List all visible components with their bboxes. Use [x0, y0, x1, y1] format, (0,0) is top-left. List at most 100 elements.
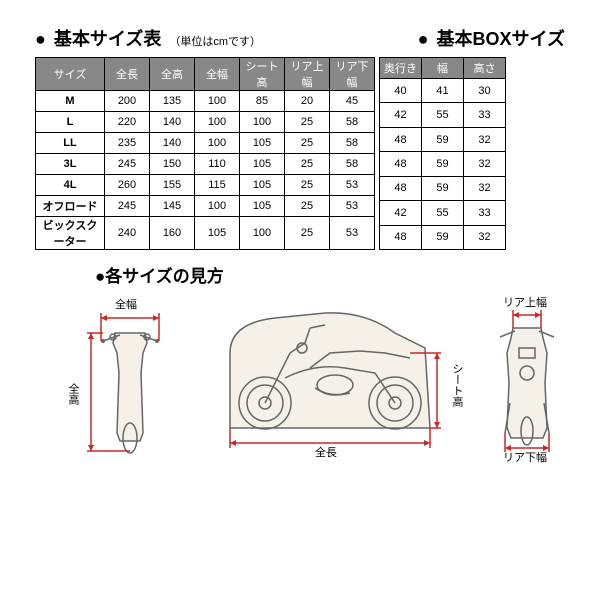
table-row: 3L2451501101052558 — [36, 154, 375, 175]
table-cell: 33 — [464, 201, 506, 225]
table-row: 404130 — [380, 79, 506, 103]
size-table: サイズ全長全高全幅シート高リア上幅リア下幅 M200135100852045L2… — [35, 57, 375, 250]
zenpuku-label: 全幅 — [115, 296, 137, 312]
unit-label: （単位はcmです） — [169, 33, 261, 49]
rear-view-diagram: リア上幅 リア下幅 — [485, 293, 570, 458]
table-cell: 59 — [422, 152, 464, 176]
table-cell: 260 — [105, 175, 150, 196]
table-cell: 140 — [150, 112, 195, 133]
table-row: 485932 — [380, 127, 506, 151]
table-cell: 53 — [330, 175, 375, 196]
table-cell: 100 — [195, 133, 240, 154]
table-cell: 105 — [240, 196, 285, 217]
table-cell: 20 — [285, 91, 330, 112]
table-cell: 32 — [464, 127, 506, 151]
table-header: サイズ — [36, 58, 105, 91]
table-cell: 100 — [240, 217, 285, 250]
bullet: ● — [35, 29, 46, 50]
table-cell: 200 — [105, 91, 150, 112]
table-cell: ビックスクーター — [36, 217, 105, 250]
table-cell: 25 — [285, 133, 330, 154]
table-cell: 25 — [285, 112, 330, 133]
table-row: M200135100852045 — [36, 91, 375, 112]
table-cell: 30 — [464, 79, 506, 103]
table-cell: 59 — [422, 127, 464, 151]
tables-container: サイズ全長全高全幅シート高リア上幅リア下幅 M200135100852045L2… — [35, 57, 565, 250]
table-cell: M — [36, 91, 105, 112]
table-cell: 25 — [285, 196, 330, 217]
table-cell: 240 — [105, 217, 150, 250]
table-cell: 85 — [240, 91, 285, 112]
table-cell: 115 — [195, 175, 240, 196]
seat-height-label: シート高 — [449, 363, 465, 407]
table-row: 485932 — [380, 152, 506, 176]
table-cell: 105 — [195, 217, 240, 250]
table-cell: 150 — [150, 154, 195, 175]
table-header: 高さ — [464, 58, 506, 79]
table-row: LL2351401001052558 — [36, 133, 375, 154]
table-cell: 110 — [195, 154, 240, 175]
table-cell: 33 — [464, 103, 506, 127]
table-cell: 55 — [422, 201, 464, 225]
side-view-diagram: 全長 シート高 — [215, 293, 445, 458]
table-cell: 100 — [240, 112, 285, 133]
bullet: ● — [418, 29, 429, 50]
diagrams-container: 全幅 全高 — [35, 293, 565, 458]
table-cell: 45 — [330, 91, 375, 112]
table-cell: 48 — [380, 127, 422, 151]
table-cell: 58 — [330, 112, 375, 133]
table-row: 4L2601551151052553 — [36, 175, 375, 196]
side-view-svg — [215, 293, 445, 458]
table-cell: 25 — [285, 217, 330, 250]
table-cell: 40 — [380, 79, 422, 103]
table-cell: 42 — [380, 103, 422, 127]
table-cell: 105 — [240, 175, 285, 196]
table-cell: 100 — [195, 112, 240, 133]
table-cell: L — [36, 112, 105, 133]
table-cell: 42 — [380, 201, 422, 225]
table-row: L2201401001002558 — [36, 112, 375, 133]
table-cell: 100 — [195, 91, 240, 112]
table-header: シート高 — [240, 58, 285, 91]
table-cell: 145 — [150, 196, 195, 217]
table-header: 全長 — [105, 58, 150, 91]
table-row: 485932 — [380, 176, 506, 200]
table-cell: 59 — [422, 225, 464, 249]
rear-upper-label: リア上幅 — [503, 294, 547, 310]
table-header: 奥行き — [380, 58, 422, 79]
table-cell: 48 — [380, 225, 422, 249]
rear-lower-label: リア下幅 — [503, 449, 547, 465]
table-cell: 48 — [380, 152, 422, 176]
table-cell: 32 — [464, 176, 506, 200]
zenko-label: 全高 — [65, 383, 81, 405]
table-cell: 41 — [422, 79, 464, 103]
headings-row: ● 基本サイズ表 （単位はcmです） ● 基本BOXサイズ — [35, 25, 565, 51]
front-view-diagram: 全幅 全高 — [85, 293, 175, 458]
table-cell: 25 — [285, 154, 330, 175]
table-cell: 220 — [105, 112, 150, 133]
table-cell: 155 — [150, 175, 195, 196]
table-cell: 245 — [105, 154, 150, 175]
table-header: リア上幅 — [285, 58, 330, 91]
table-header: 幅 — [422, 58, 464, 79]
table-cell: 3L — [36, 154, 105, 175]
table-header: リア下幅 — [330, 58, 375, 91]
table-cell: LL — [36, 133, 105, 154]
how-to-read-title: ●各サイズの見方 — [95, 262, 565, 287]
table-cell: 135 — [150, 91, 195, 112]
table-row: 425533 — [380, 103, 506, 127]
table-cell: 55 — [422, 103, 464, 127]
table-cell: 32 — [464, 225, 506, 249]
table-row: 485932 — [380, 225, 506, 249]
table-cell: 32 — [464, 152, 506, 176]
size-chart-title: 基本サイズ表 — [54, 25, 161, 51]
table-cell: 235 — [105, 133, 150, 154]
table-header: 全高 — [150, 58, 195, 91]
table-cell: オフロード — [36, 196, 105, 217]
table-cell: 4L — [36, 175, 105, 196]
table-row: オフロード2451451001052553 — [36, 196, 375, 217]
zencho-label: 全長 — [315, 444, 337, 460]
table-cell: 160 — [150, 217, 195, 250]
table-cell: 140 — [150, 133, 195, 154]
table-cell: 100 — [195, 196, 240, 217]
